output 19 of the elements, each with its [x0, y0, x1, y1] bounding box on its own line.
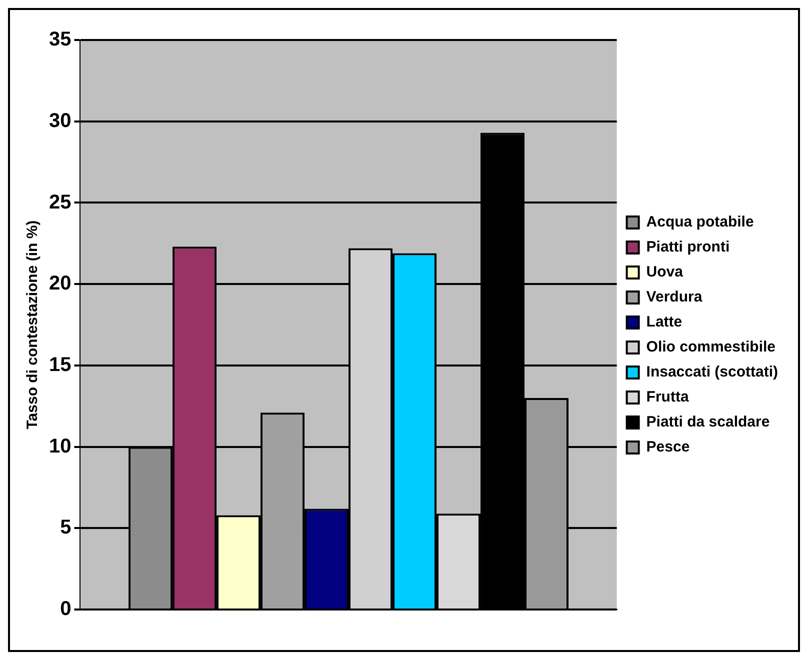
- y-tick-label: 5: [60, 516, 72, 539]
- legend-label: Latte: [646, 314, 682, 331]
- legend-label: Uova: [646, 264, 684, 281]
- y-tick-label: 35: [48, 28, 72, 51]
- y-tick-label: 10: [48, 435, 72, 458]
- y-tick-label: 25: [48, 191, 72, 214]
- legend-label: Acqua potabile: [646, 214, 754, 231]
- legend-label: Olio commestibile: [646, 338, 776, 356]
- y-axis-title: Tasso di contestazione (in %): [24, 220, 42, 430]
- legend-label: Frutta: [646, 388, 690, 406]
- y-tick-label: 30: [48, 110, 72, 132]
- legend-label: Piatti da scaldare: [646, 414, 770, 431]
- legend-label: Verdura: [646, 288, 703, 306]
- legend-label: Piatti pronti: [646, 238, 730, 256]
- y-tick-label: 0: [60, 598, 72, 620]
- y-tick-label: 15: [48, 354, 72, 376]
- y-tick-label: 20: [48, 272, 72, 295]
- legend-label: Insaccati (scottati): [646, 364, 778, 381]
- legend-label: Pesce: [646, 438, 690, 456]
